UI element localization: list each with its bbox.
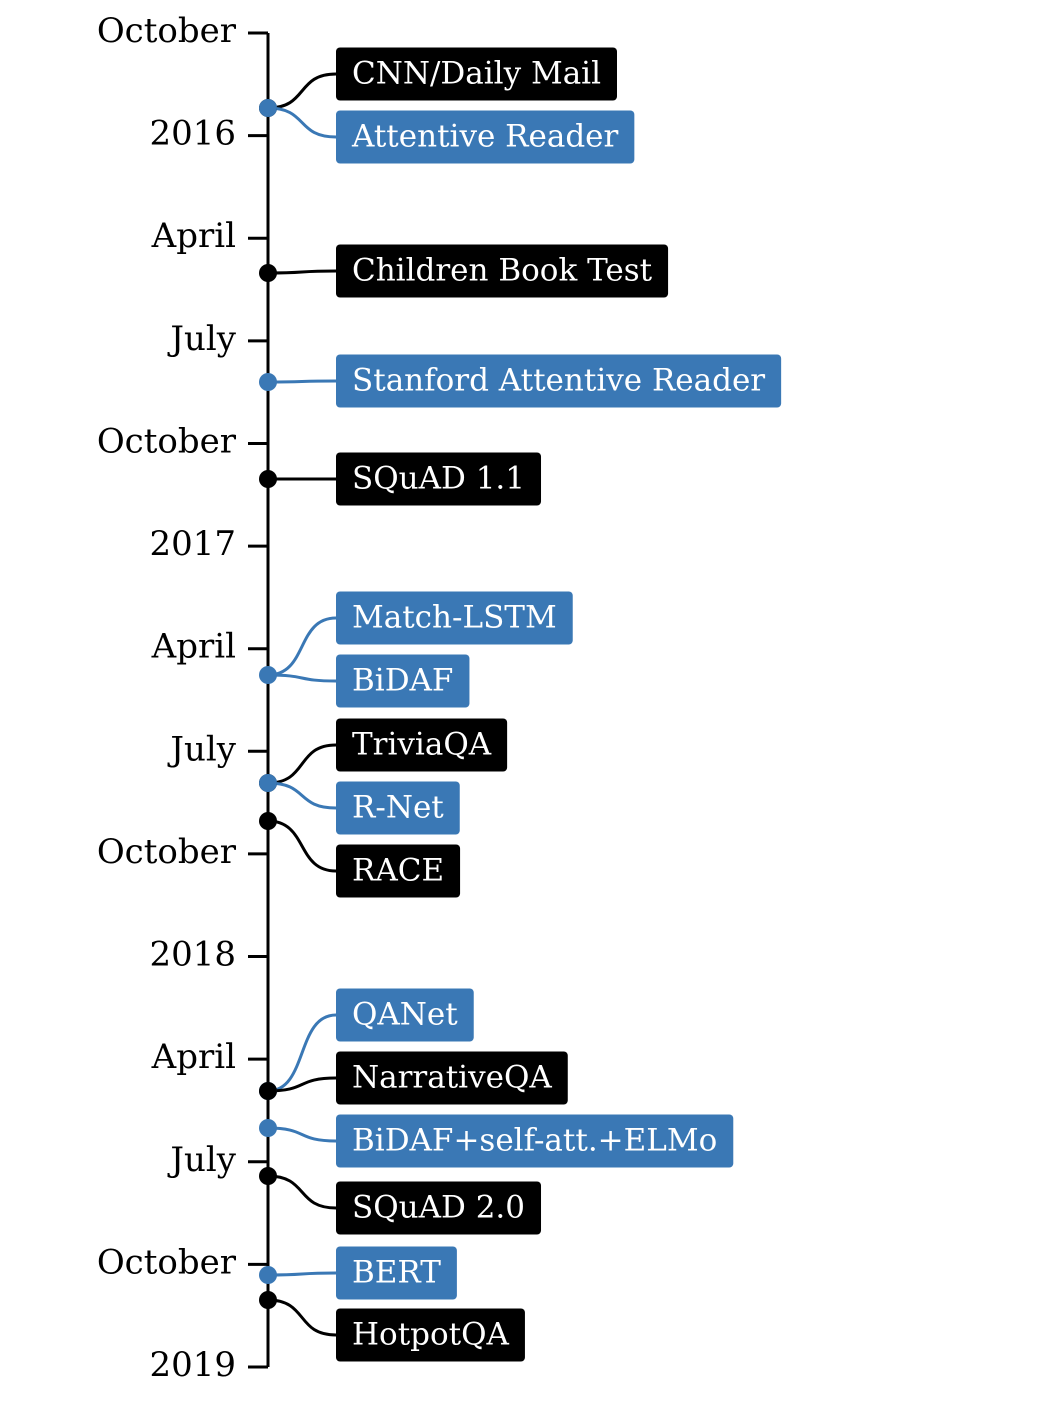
- event-label: CNN/Daily Mail: [352, 56, 601, 92]
- model-label-box: [336, 654, 470, 708]
- dataset-dot: [259, 1082, 277, 1100]
- connector-line: [267, 1126, 337, 1143]
- event-label: R-Net: [352, 790, 444, 826]
- dataset-label-box: [336, 1181, 542, 1235]
- connector-line: [267, 72, 337, 110]
- dataset-label-box: [336, 844, 461, 898]
- event-label: Stanford Attentive Reader: [352, 363, 765, 399]
- model-label-box: [336, 591, 573, 645]
- tick-label: April: [151, 1037, 236, 1077]
- connector-line: [267, 781, 337, 810]
- event-label: QANet: [352, 997, 458, 1033]
- model-label-box: [336, 110, 635, 164]
- model-dot: [259, 373, 277, 391]
- dataset-label-box: [336, 244, 669, 298]
- dataset-label-box: [336, 718, 508, 772]
- event-label: RACE: [352, 853, 444, 889]
- model-dot: [259, 1119, 277, 1137]
- event-label: Attentive Reader: [351, 119, 619, 155]
- tick-label: July: [167, 729, 236, 769]
- model-event: Match-LSTM: [336, 591, 573, 645]
- event-label: Match-LSTM: [352, 600, 557, 636]
- event-label: NarrativeQA: [352, 1060, 552, 1096]
- tick-label: 2019: [149, 1345, 236, 1385]
- model-label-box: [336, 988, 474, 1042]
- tick-group: October 2016 April July October 2017 April July…: [97, 11, 268, 1385]
- model-event: Stanford Attentive Reader: [336, 354, 782, 408]
- dataset-dot: [259, 264, 277, 282]
- connector-line: [267, 1076, 337, 1093]
- model-label-box: [336, 781, 460, 835]
- connector-line: [267, 616, 337, 677]
- tick-label: October: [97, 11, 237, 51]
- tick-label: April: [151, 627, 236, 667]
- event-label-group: CNN/Daily Mail Attentive Reader Children B…: [336, 47, 782, 1362]
- model-event: BiDAF+self-att.+ELMo: [336, 1114, 734, 1168]
- tick-label: July: [167, 1140, 236, 1180]
- dataset-event: SQuAD 2.0: [336, 1181, 542, 1235]
- connector-line: [267, 1271, 337, 1277]
- connector-line: [267, 106, 337, 139]
- model-event: R-Net: [336, 781, 460, 835]
- connector-line: [267, 379, 337, 384]
- model-event: BiDAF: [336, 654, 470, 708]
- event-label: Children Book Test: [352, 253, 653, 289]
- event-label: SQuAD 2.0: [352, 1190, 525, 1226]
- event-label: BiDAF: [352, 663, 453, 699]
- model-dot: [259, 666, 277, 684]
- connector-line: [267, 819, 337, 873]
- dataset-event: SQuAD 1.1: [336, 452, 542, 506]
- dataset-dot: [259, 470, 277, 488]
- tick-label: October: [97, 1242, 237, 1282]
- model-dot: [259, 1266, 277, 1284]
- dot-group: [259, 99, 277, 1309]
- model-label-box: [336, 1246, 457, 1300]
- model-label-box: [336, 1114, 734, 1168]
- tick-label: July: [167, 319, 236, 359]
- connector-group: [267, 72, 337, 1337]
- dataset-label-box: [336, 452, 542, 506]
- tick-label: 2018: [149, 935, 236, 975]
- connector-line: [267, 1174, 337, 1210]
- event-label: BERT: [352, 1255, 441, 1291]
- dataset-event: Children Book Test: [336, 244, 669, 298]
- dataset-event: CNN/Daily Mail: [336, 47, 617, 101]
- event-label: BiDAF+self-att.+ELMo: [352, 1123, 717, 1159]
- event-label: TriviaQA: [352, 727, 492, 763]
- dataset-dot: [259, 812, 277, 830]
- model-event: Attentive Reader: [336, 110, 635, 164]
- dataset-label-box: [336, 1051, 568, 1105]
- dataset-dot: [259, 1167, 277, 1185]
- connector-line: [267, 1298, 337, 1337]
- model-event: QANet: [336, 988, 474, 1042]
- dataset-event: HotpotQA: [336, 1308, 525, 1362]
- model-dot: [259, 774, 277, 792]
- connector-line: [267, 269, 337, 275]
- tick-label: 2017: [149, 524, 236, 564]
- tick-label: April: [151, 216, 236, 256]
- model-event: BERT: [336, 1246, 457, 1300]
- event-label: HotpotQA: [352, 1317, 510, 1353]
- dataset-event: RACE: [336, 844, 461, 898]
- dataset-event: TriviaQA: [336, 718, 508, 772]
- dataset-dot: [259, 1291, 277, 1309]
- connector-line: [267, 1013, 337, 1093]
- tick-label: 2016: [149, 114, 236, 154]
- dataset-event: NarrativeQA: [336, 1051, 568, 1105]
- dataset-label-box: [336, 1308, 525, 1362]
- model-label-box: [336, 354, 782, 408]
- event-label: SQuAD 1.1: [352, 461, 525, 497]
- dataset-label-box: [336, 47, 617, 101]
- tick-label: October: [97, 421, 237, 461]
- connector-line: [267, 743, 337, 785]
- connector-line: [267, 673, 337, 683]
- tick-label: October: [97, 832, 237, 872]
- model-dot: [259, 99, 277, 117]
